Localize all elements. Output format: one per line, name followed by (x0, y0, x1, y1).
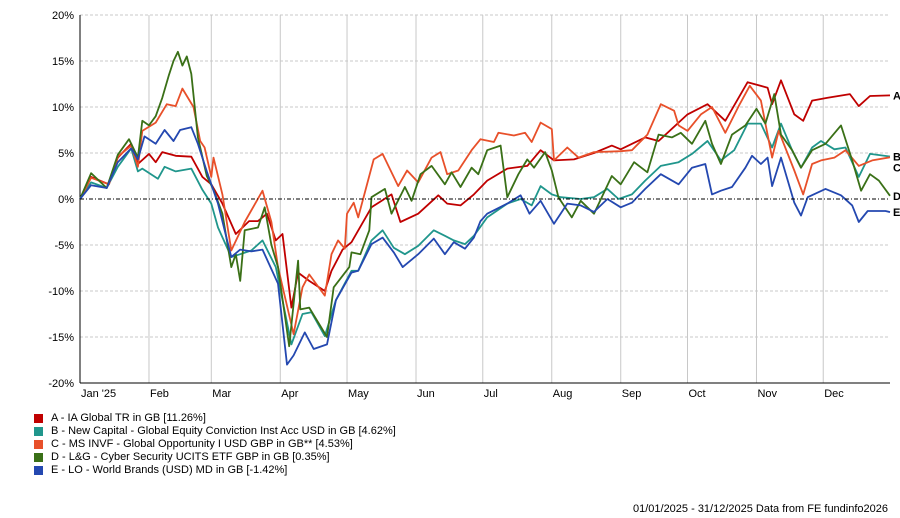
x-tick-label: May (348, 388, 369, 400)
x-tick-label: Apr (281, 388, 298, 400)
legend-item-b: B - New Capital - Global Equity Convicti… (34, 425, 396, 438)
line-chart: Jan '25 Feb Mar Apr May Jun Jul Aug Sep Oct Nov Dec… (48, 10, 900, 400)
y-tick-label: 0% (58, 194, 74, 206)
y-tick-label: -15% (48, 332, 74, 344)
legend-swatch (34, 414, 43, 423)
x-tick-label: Jan '25 (81, 388, 116, 400)
legend-label: A - IA Global TR in GB [11.26%] (51, 412, 206, 424)
series-line-d (79, 50, 891, 348)
legend-swatch (34, 440, 43, 449)
y-tick-label: 15% (52, 56, 74, 68)
legend-label: E - LO - World Brands (USD) MD in GB [-1… (51, 464, 288, 476)
series-end-label: D (893, 191, 900, 203)
legend-label: D - L&G - Cyber Security UCITS ETF GBP i… (51, 451, 330, 463)
legend-label: B - New Capital - Global Equity Convicti… (51, 425, 396, 437)
y-tick-label: -20% (48, 378, 74, 390)
legend-label: C - MS INVF - Global Opportunity I USD G… (51, 438, 353, 450)
x-tick-label: Jul (484, 388, 498, 400)
series-line-c (79, 84, 891, 336)
series-end-label: C (893, 162, 900, 174)
series-end-label: A (893, 90, 900, 102)
x-tick-label: Dec (824, 388, 844, 400)
y-tick-label: -5% (54, 240, 74, 252)
legend-item-c: C - MS INVF - Global Opportunity I USD G… (34, 438, 396, 451)
footer-date-range-source: 01/01/2025 - 31/12/2025 Data from FE fun… (632, 503, 888, 515)
x-tick-label: Nov (757, 388, 777, 400)
x-tick-label: Jun (417, 388, 435, 400)
y-tick-label: 5% (58, 148, 74, 160)
y-tick-label: -10% (48, 286, 74, 298)
legend-swatch (34, 453, 43, 462)
x-tick-label: Oct (689, 388, 706, 400)
series-end-label: E (893, 207, 900, 219)
x-tick-label: Mar (212, 388, 231, 400)
x-tick-label: Sep (622, 388, 642, 400)
legend-item-a: A - IA Global TR in GB [11.26%] (34, 412, 396, 425)
y-tick-label: 20% (52, 10, 74, 22)
legend-swatch (34, 466, 43, 475)
series-end-label: B (893, 151, 900, 163)
series-line-a (79, 79, 891, 309)
legend-item-e: E - LO - World Brands (USD) MD in GB [-1… (34, 464, 396, 477)
legend: A - IA Global TR in GB [11.26%] B - New … (34, 412, 396, 477)
series-line-e (79, 126, 891, 366)
x-tick-label: Aug (553, 388, 573, 400)
x-tick-label: Feb (150, 388, 169, 400)
legend-item-d: D - L&G - Cyber Security UCITS ETF GBP i… (34, 451, 396, 464)
y-tick-label: 10% (52, 102, 74, 114)
series-line-b (79, 122, 891, 346)
legend-swatch (34, 427, 43, 436)
